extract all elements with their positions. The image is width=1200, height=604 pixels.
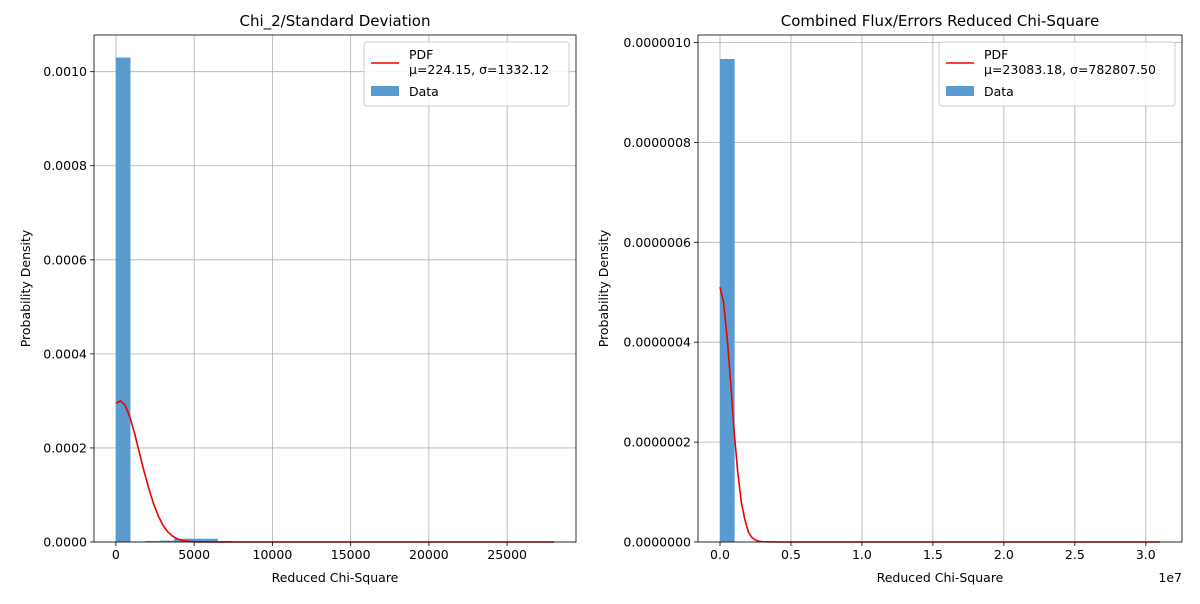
x-tick-label: 2.5 (1065, 547, 1085, 562)
legend-label: μ=23083.18, σ=782807.50 (984, 62, 1156, 77)
y-tick-label: 0.0000008 (623, 135, 691, 150)
chart-panel-2: 0.0 0.5 1.0 1.5 2.0 2.5 3.0 0.0000000 0.0000002 0… (596, 12, 1182, 585)
x-tick-label: 15000 (331, 547, 371, 562)
pdf-line (116, 401, 554, 542)
x-tick-label: 20000 (409, 547, 449, 562)
x-tick-label: 2.0 (994, 547, 1014, 562)
legend-label: PDF (984, 47, 1008, 62)
x-tick-label: 5000 (178, 547, 210, 562)
x-tick-label: 0.5 (781, 547, 801, 562)
x-tick-label: 1.0 (852, 547, 872, 562)
y-tick-label: 0.0000000 (623, 535, 691, 550)
x-offset-label: 1e7 (1158, 570, 1182, 585)
legend-bar-swatch (946, 86, 974, 96)
histogram-bar (116, 58, 131, 542)
y-axis-label: Probability Density (18, 229, 33, 347)
x-tick-label: 1.5 (923, 547, 943, 562)
x-tick-label: 25000 (487, 547, 527, 562)
legend-label: Data (409, 84, 439, 99)
axes-frame (94, 35, 576, 542)
x-axis-label: Reduced Chi-Square (877, 570, 1004, 585)
y-axis-label: Probability Density (596, 229, 611, 347)
chart-title: Combined Flux/Errors Reduced Chi-Square (781, 12, 1100, 30)
y-tick-label: 0.0000010 (623, 35, 691, 50)
y-tick-label: 0.0000002 (623, 435, 691, 450)
y-tick-label: 0.0000 (43, 535, 87, 550)
x-tick-label: 0 (112, 547, 120, 562)
pdf-line (720, 287, 1160, 542)
legend-bar-swatch (371, 86, 399, 96)
x-tick-label: 10000 (253, 547, 293, 562)
legend-label: Data (984, 84, 1014, 99)
axes-frame (698, 35, 1182, 542)
x-axis-label: Reduced Chi-Square (272, 570, 399, 585)
legend-label: μ=224.15, σ=1332.12 (409, 62, 549, 77)
y-tick-label: 0.0002 (43, 440, 87, 455)
y-tick-label: 0.0004 (43, 346, 87, 361)
x-tick-label: 0.0 (710, 547, 730, 562)
x-tick-label: 3.0 (1136, 547, 1156, 562)
legend-label: PDF (409, 47, 433, 62)
y-tick-label: 0.0000004 (623, 335, 691, 350)
chart-panel-1: 0 5000 10000 15000 20000 25000 0.0000 0.0002 0.0… (18, 12, 576, 585)
y-tick-label: 0.0010 (43, 64, 87, 79)
y-tick-label: 0.0006 (43, 252, 87, 267)
histogram-bar (720, 59, 735, 542)
y-tick-label: 0.0008 (43, 158, 87, 173)
chart-title: Chi_2/Standard Deviation (239, 12, 430, 31)
y-tick-label: 0.0000006 (623, 235, 691, 250)
